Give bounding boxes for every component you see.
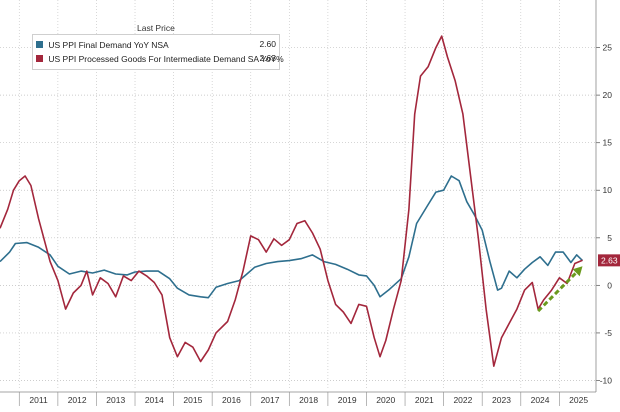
y-tick-label: 10 bbox=[603, 185, 613, 195]
x-tick-label: 2019 bbox=[338, 395, 357, 405]
gridlines bbox=[0, 0, 596, 390]
y-tick-label: 20 bbox=[603, 90, 613, 100]
x-tick-label: 2016 bbox=[222, 395, 241, 405]
y-tick-label: 0 bbox=[607, 280, 612, 290]
x-tick-label: 2015 bbox=[183, 395, 202, 405]
x-tick-label: 2020 bbox=[376, 395, 395, 405]
x-tick-label: 2011 bbox=[29, 395, 48, 405]
trend-arrow-head bbox=[572, 266, 583, 277]
y-tick-label: -10 bbox=[600, 375, 613, 385]
last-value-tag-label: 2.63 bbox=[601, 255, 618, 265]
series-lines bbox=[0, 35, 584, 367]
series-line-ppi-final-demand bbox=[0, 175, 584, 299]
y-tick-label: -5 bbox=[604, 328, 612, 338]
x-tick-label: 2024 bbox=[531, 395, 550, 405]
x-tick-label: 2014 bbox=[145, 395, 164, 405]
y-tick-label: 5 bbox=[607, 233, 612, 243]
legend: Last Price US PPI Final Demand YoY NSA 2… bbox=[32, 23, 284, 70]
legend-title: Last Price bbox=[137, 23, 175, 33]
x-tick-label: 2023 bbox=[492, 395, 511, 405]
series-line-ppi-processed-goods bbox=[0, 35, 583, 367]
legend-item-ppi-processed-goods: US PPI Processed Goods For Intermediate … bbox=[36, 52, 284, 64]
trend-annotation bbox=[537, 266, 583, 313]
legend-value-ppi-processed-goods: 2.63 bbox=[259, 53, 276, 63]
y-tick-label: 15 bbox=[603, 138, 613, 148]
x-tick-label: 2025 bbox=[569, 395, 588, 405]
x-tick-label: 2022 bbox=[453, 395, 472, 405]
last-value-tag-bg bbox=[598, 254, 620, 267]
legend-label-ppi-processed-goods: US PPI Processed Goods For Intermediate … bbox=[48, 53, 284, 64]
legend-label-ppi-final-demand: US PPI Final Demand YoY NSA bbox=[48, 39, 169, 50]
legend-swatch-ppi-final-demand bbox=[36, 41, 43, 49]
legend-item-ppi-final-demand: US PPI Final Demand YoY NSA 2.60 bbox=[36, 38, 276, 50]
x-tick-label: 2012 bbox=[68, 395, 87, 405]
trend-arrow-shaft bbox=[537, 271, 578, 313]
legend-value-ppi-final-demand: 2.60 bbox=[259, 39, 276, 49]
x-tick-label: 2018 bbox=[299, 395, 318, 405]
x-tick-label: 2017 bbox=[261, 395, 280, 405]
x-tick-label: 2013 bbox=[106, 395, 125, 405]
last-value-tag: 2.63 bbox=[598, 254, 620, 267]
x-tick-label: 2021 bbox=[415, 395, 434, 405]
legend-swatch-ppi-processed-goods bbox=[36, 55, 43, 63]
y-tick-label: 25 bbox=[603, 43, 613, 53]
